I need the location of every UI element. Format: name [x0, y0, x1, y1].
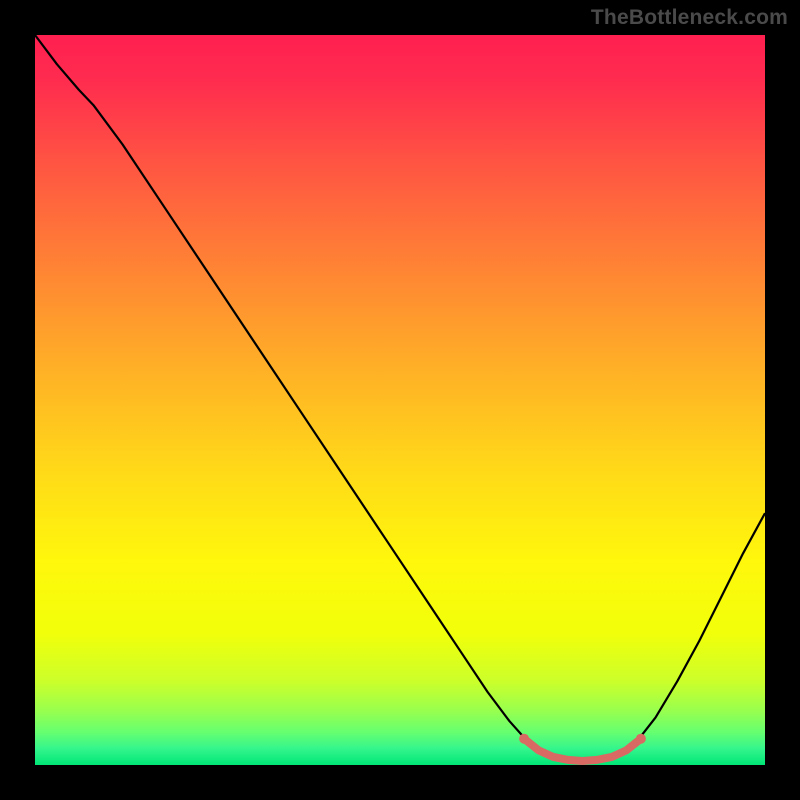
figure-root: TheBottleneck.com: [0, 0, 800, 800]
gradient-background: [35, 35, 765, 765]
watermark-text: TheBottleneck.com: [591, 6, 788, 30]
highlight-endpoint-dot: [636, 734, 646, 744]
highlight-endpoint-dot: [519, 734, 529, 744]
chart-canvas: [0, 0, 800, 800]
